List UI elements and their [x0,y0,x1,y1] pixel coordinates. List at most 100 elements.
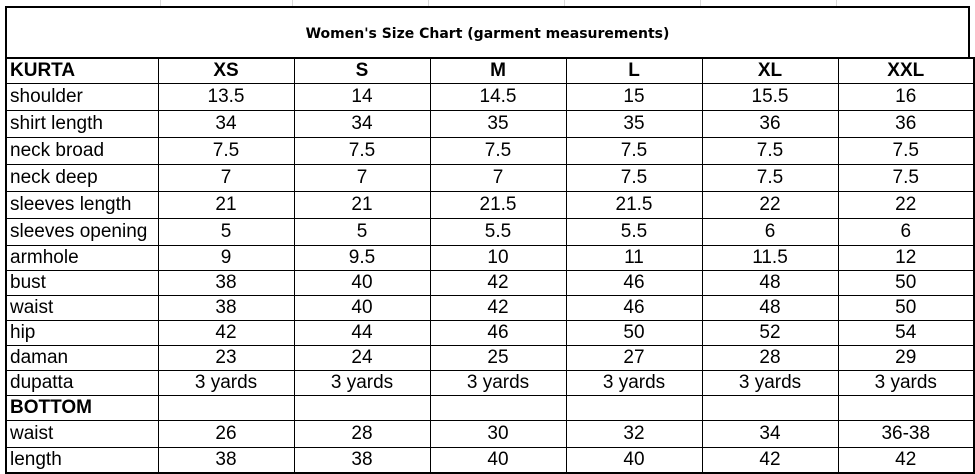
table-cell[interactable]: 3 yards [293,370,431,396]
table-cell[interactable]: 50 [565,320,703,346]
table-cell[interactable]: 9 [157,245,295,271]
table-cell[interactable]: 10 [429,245,567,271]
size-header-xxl[interactable]: XXL [837,57,975,84]
table-cell[interactable]: 38 [293,447,431,474]
table-cell[interactable]: 7.5 [157,137,295,165]
table-cell[interactable]: 7.5 [293,137,431,165]
table-cell[interactable]: 25 [429,345,567,371]
bottom-section-label[interactable]: BOTTOM [5,395,159,421]
table-cell[interactable]: 54 [837,320,975,346]
row-label[interactable]: bust [5,270,159,296]
table-cell[interactable]: 24 [293,345,431,371]
table-cell[interactable]: 38 [157,447,295,474]
table-cell[interactable]: 7 [157,164,295,192]
row-label[interactable]: dupatta [5,370,159,396]
row-label[interactable]: hip [5,320,159,346]
table-cell[interactable]: 34 [701,420,839,448]
table-cell[interactable]: 6 [837,218,975,246]
size-header-l[interactable]: L [565,57,703,84]
empty-cell[interactable] [293,395,431,421]
table-cell[interactable]: 29 [837,345,975,371]
table-cell[interactable]: 7 [429,164,567,192]
table-cell[interactable]: 40 [293,295,431,321]
row-label[interactable]: neck broad [5,137,159,165]
table-cell[interactable]: 3 yards [565,370,703,396]
table-cell[interactable]: 13.5 [157,83,295,111]
table-cell[interactable]: 48 [701,295,839,321]
table-cell[interactable]: 38 [157,295,295,321]
table-cell[interactable]: 15.5 [701,83,839,111]
table-cell[interactable]: 5 [157,218,295,246]
empty-cell[interactable] [157,395,295,421]
table-cell[interactable]: 11 [565,245,703,271]
kurta-section-label[interactable]: KURTA [5,57,159,84]
row-label[interactable]: waist [5,295,159,321]
empty-cell[interactable] [565,395,703,421]
table-cell[interactable]: 34 [293,110,431,138]
table-cell[interactable]: 21 [293,191,431,219]
table-cell[interactable]: 5.5 [565,218,703,246]
table-cell[interactable]: 15 [565,83,703,111]
table-cell[interactable]: 30 [429,420,567,448]
table-cell[interactable]: 3 yards [157,370,295,396]
row-label[interactable]: shoulder [5,83,159,111]
table-cell[interactable]: 32 [565,420,703,448]
row-label[interactable]: length [5,447,159,474]
table-cell[interactable]: 7.5 [565,164,703,192]
table-cell[interactable]: 3 yards [429,370,567,396]
table-cell[interactable]: 22 [837,191,975,219]
table-cell[interactable]: 46 [565,270,703,296]
table-cell[interactable]: 14.5 [429,83,567,111]
empty-cell[interactable] [701,395,839,421]
table-cell[interactable]: 42 [701,447,839,474]
table-cell[interactable]: 6 [701,218,839,246]
chart-title-cell[interactable]: Women's Size Chart (garment measurements… [5,6,970,57]
row-label[interactable]: neck deep [5,164,159,192]
table-cell[interactable]: 46 [429,320,567,346]
row-label[interactable]: armhole [5,245,159,271]
table-cell[interactable]: 35 [429,110,567,138]
table-cell[interactable]: 11.5 [701,245,839,271]
table-cell[interactable]: 35 [565,110,703,138]
table-cell[interactable]: 7 [293,164,431,192]
table-cell[interactable]: 22 [701,191,839,219]
row-label[interactable]: sleeves opening [5,218,159,246]
table-cell[interactable]: 23 [157,345,295,371]
empty-cell[interactable] [837,395,975,421]
table-cell[interactable]: 3 yards [837,370,975,396]
table-cell[interactable]: 21 [157,191,295,219]
size-header-xl[interactable]: XL [701,57,839,84]
table-cell[interactable]: 40 [429,447,567,474]
row-label[interactable]: waist [5,420,159,448]
table-cell[interactable]: 42 [837,447,975,474]
table-cell[interactable]: 26 [157,420,295,448]
table-cell[interactable]: 36 [837,110,975,138]
table-cell[interactable]: 21.5 [429,191,567,219]
table-cell[interactable]: 28 [293,420,431,448]
size-header-s[interactable]: S [293,57,431,84]
table-cell[interactable]: 34 [157,110,295,138]
table-cell[interactable]: 50 [837,270,975,296]
table-cell[interactable]: 40 [293,270,431,296]
row-label[interactable]: shirt length [5,110,159,138]
table-cell[interactable]: 16 [837,83,975,111]
table-cell[interactable]: 27 [565,345,703,371]
table-cell[interactable]: 38 [157,270,295,296]
table-cell[interactable]: 5 [293,218,431,246]
table-cell[interactable]: 9.5 [293,245,431,271]
table-cell[interactable]: 48 [701,270,839,296]
table-cell[interactable]: 42 [429,295,567,321]
table-cell[interactable]: 7.5 [701,164,839,192]
table-cell[interactable]: 7.5 [429,137,567,165]
size-header-m[interactable]: M [429,57,567,84]
table-cell[interactable]: 36-38 [837,420,975,448]
table-cell[interactable]: 28 [701,345,839,371]
table-cell[interactable]: 44 [293,320,431,346]
table-cell[interactable]: 7.5 [701,137,839,165]
row-label[interactable]: sleeves length [5,191,159,219]
table-cell[interactable]: 50 [837,295,975,321]
table-cell[interactable]: 7.5 [837,164,975,192]
table-cell[interactable]: 42 [157,320,295,346]
row-label[interactable]: daman [5,345,159,371]
table-cell[interactable]: 42 [429,270,567,296]
